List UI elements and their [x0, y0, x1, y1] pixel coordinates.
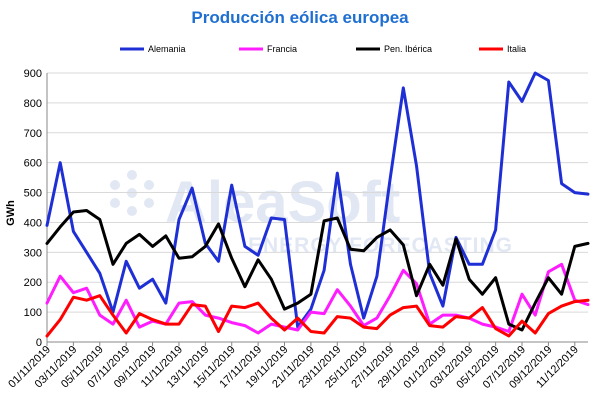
y-tick-label: 700: [24, 128, 42, 140]
y-tick-label: 800: [24, 98, 42, 110]
y-tick-label: 200: [24, 277, 42, 289]
chart-title: Producción eólica europea: [191, 8, 409, 27]
y-tick-label: 100: [24, 307, 42, 319]
legend-label-italia: Italia: [507, 44, 526, 54]
svg-text:AleaSoft: AleaSoft: [165, 170, 400, 235]
y-tick-label: 900: [24, 68, 42, 80]
series-line-alemania: [45, 71, 590, 329]
legend-label-pen-iberica: Pen. Ibérica: [384, 44, 432, 54]
series-line-francia: [45, 262, 590, 335]
y-tick-label: 0: [36, 337, 42, 349]
series-line-pen-iberica: [45, 209, 590, 332]
y-tick-label: 400: [24, 217, 42, 229]
y-tick-label: 600: [24, 158, 42, 170]
y-tick-label: 300: [24, 247, 42, 259]
legend-label-alemania: Alemania: [148, 44, 186, 54]
legend-label-francia: Francia: [267, 44, 297, 54]
series-line-italia: [45, 294, 590, 338]
y-tick-label: 500: [24, 188, 42, 200]
y-axis-label: GWh: [5, 200, 17, 226]
